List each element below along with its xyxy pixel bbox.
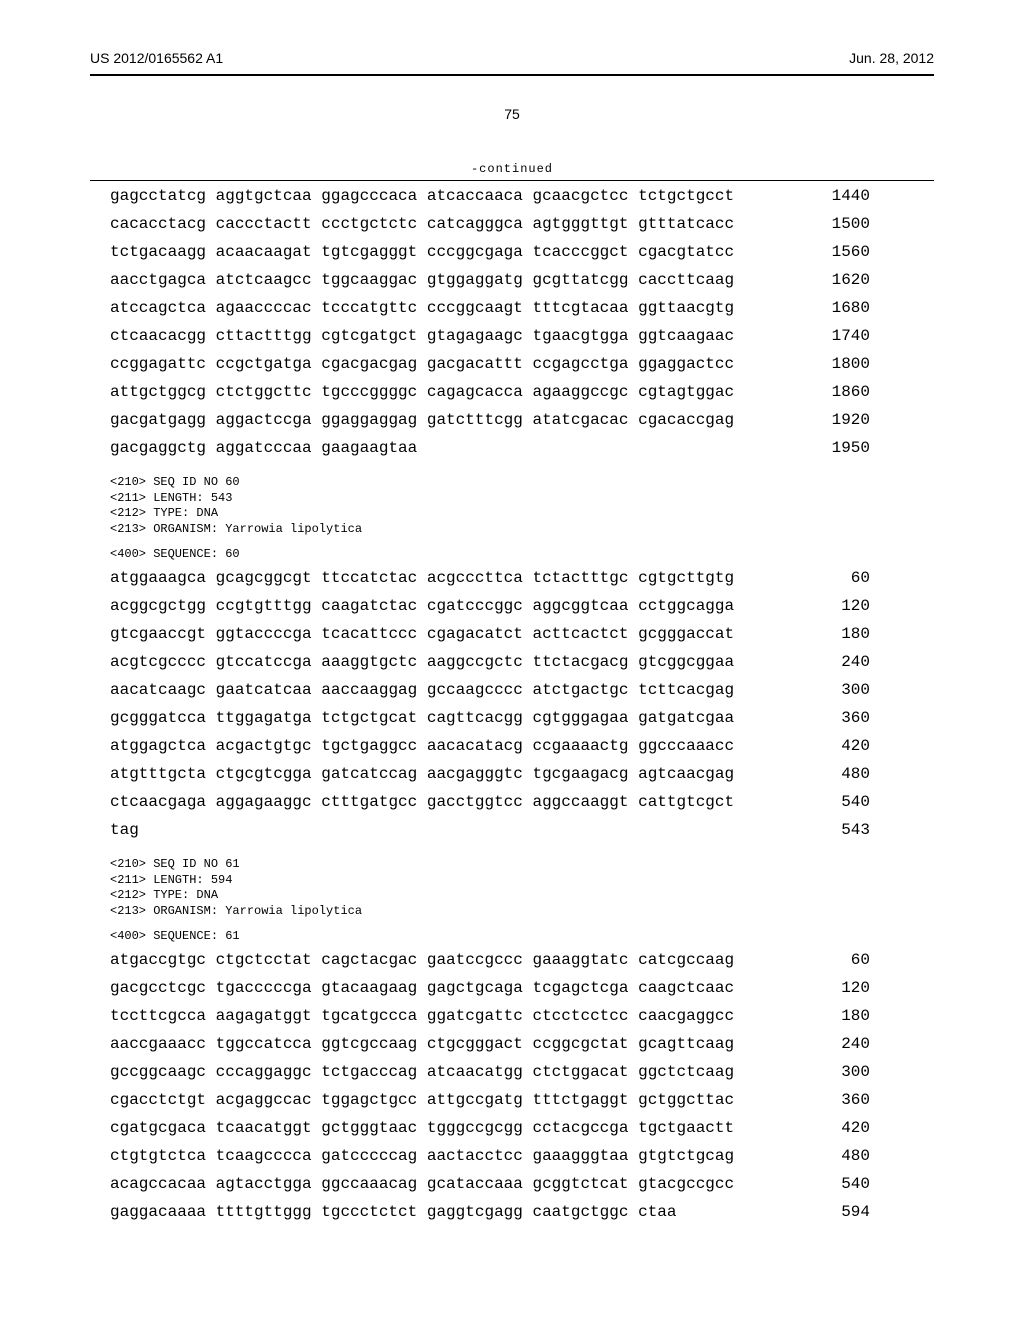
seq-line: ctcaacacgg cttactttgg cgtcgatgct gtagaga… bbox=[110, 327, 734, 345]
seq-pos: 240 bbox=[820, 1035, 870, 1053]
seq61-meta: <210> SEQ ID NO 61 <211> LENGTH: 594 <21… bbox=[110, 857, 934, 919]
page-number: 75 bbox=[90, 106, 934, 122]
seq61-id: <210> SEQ ID NO 61 bbox=[110, 857, 934, 873]
seq61-type: <212> TYPE: DNA bbox=[110, 888, 934, 904]
seq-line: gacgaggctg aggatcccaa gaagaagtaa bbox=[110, 439, 417, 457]
patent-pub-number: US 2012/0165562 A1 bbox=[90, 50, 223, 66]
seq-line: acgtcgcccc gtccatccga aaaggtgctc aaggccg… bbox=[110, 653, 734, 671]
seq-pos: 1920 bbox=[820, 411, 870, 429]
seq-pos: 180 bbox=[820, 625, 870, 643]
seq60-meta: <210> SEQ ID NO 60 <211> LENGTH: 543 <21… bbox=[110, 475, 934, 537]
seq60-organism: <213> ORGANISM: Yarrowia lipolytica bbox=[110, 522, 934, 538]
seq61-length: <211> LENGTH: 594 bbox=[110, 873, 934, 889]
seq-line: cacacctacg caccctactt ccctgctctc catcagg… bbox=[110, 215, 734, 233]
seq-line: ccggagattc ccgctgatga cgacgacgag gacgaca… bbox=[110, 355, 734, 373]
seq61-organism: <213> ORGANISM: Yarrowia lipolytica bbox=[110, 904, 934, 920]
seq-line: cgacctctgt acgaggccac tggagctgcc attgccg… bbox=[110, 1091, 734, 1109]
seq-pos: 480 bbox=[820, 1147, 870, 1165]
seq-line: cgatgcgaca tcaacatggt gctgggtaac tgggccg… bbox=[110, 1119, 734, 1137]
seq-pos: 420 bbox=[820, 1119, 870, 1137]
seq-pos: 1500 bbox=[820, 215, 870, 233]
seq-line: acggcgctgg ccgtgtttgg caagatctac cgatccc… bbox=[110, 597, 734, 615]
seq-line: attgctggcg ctctggcttc tgcccggggc cagagca… bbox=[110, 383, 734, 401]
patent-pub-date: Jun. 28, 2012 bbox=[849, 50, 934, 66]
seq-line: acagccacaa agtacctgga ggccaaacag gcatacc… bbox=[110, 1175, 734, 1193]
seq-top-rule bbox=[90, 180, 934, 181]
seq-line: atgaccgtgc ctgctcctat cagctacgac gaatccg… bbox=[110, 951, 734, 969]
seq-line: atggagctca acgactgtgc tgctgaggcc aacacat… bbox=[110, 737, 734, 755]
seq-line: gacgatgagg aggactccga ggaggaggag gatcttt… bbox=[110, 411, 734, 429]
seq-pos: 360 bbox=[820, 709, 870, 727]
seq-pos: 540 bbox=[820, 793, 870, 811]
header-rule bbox=[90, 74, 934, 76]
seq-pos: 120 bbox=[820, 979, 870, 997]
seq-pos: 543 bbox=[820, 821, 870, 839]
seq-pos: 1950 bbox=[820, 439, 870, 457]
seq61-block: atgaccgtgc ctgctcctat cagctacgac gaatccg… bbox=[90, 951, 934, 1221]
seq-line: tctgacaagg acaacaagat tgtcgagggt cccggcg… bbox=[110, 243, 734, 261]
seq-line: gagcctatcg aggtgctcaa ggagcccaca atcacca… bbox=[110, 187, 734, 205]
seq-pos: 240 bbox=[820, 653, 870, 671]
continued-label: -continued bbox=[90, 162, 934, 176]
seq-line: tccttcgcca aagagatggt tgcatgccca ggatcga… bbox=[110, 1007, 734, 1025]
seq-line: atccagctca agaaccccac tcccatgttc cccggca… bbox=[110, 299, 734, 317]
seq-pos: 420 bbox=[820, 737, 870, 755]
seq-line: atgtttgcta ctgcgtcgga gatcatccag aacgagg… bbox=[110, 765, 734, 783]
seq-line: aaccgaaacc tggccatcca ggtcgccaag ctgcggg… bbox=[110, 1035, 734, 1053]
seq-pos: 60 bbox=[820, 569, 870, 587]
seq-pos: 360 bbox=[820, 1091, 870, 1109]
seq-line: gaggacaaaa ttttgttggg tgccctctct gaggtcg… bbox=[110, 1203, 677, 1221]
seq-pos: 540 bbox=[820, 1175, 870, 1193]
seq61-sequence-label: <400> SEQUENCE: 61 bbox=[110, 929, 934, 945]
seq-block-continuation: gagcctatcg aggtgctcaa ggagcccaca atcacca… bbox=[90, 187, 934, 457]
seq60-sequence-label: <400> SEQUENCE: 60 bbox=[110, 547, 934, 563]
seq-pos: 1680 bbox=[820, 299, 870, 317]
seq-pos: 300 bbox=[820, 681, 870, 699]
seq-pos: 1620 bbox=[820, 271, 870, 289]
seq-pos: 1740 bbox=[820, 327, 870, 345]
seq-pos: 120 bbox=[820, 597, 870, 615]
seq-pos: 1800 bbox=[820, 355, 870, 373]
seq-pos: 180 bbox=[820, 1007, 870, 1025]
seq-line: gtcgaaccgt ggtaccccga tcacattccc cgagaca… bbox=[110, 625, 734, 643]
seq-pos: 480 bbox=[820, 765, 870, 783]
seq-pos: 1560 bbox=[820, 243, 870, 261]
seq-pos: 1860 bbox=[820, 383, 870, 401]
seq60-block: atggaaagca gcagcggcgt ttccatctac acgccct… bbox=[90, 569, 934, 839]
seq-pos: 60 bbox=[820, 951, 870, 969]
seq-line: aacctgagca atctcaagcc tggcaaggac gtggagg… bbox=[110, 271, 734, 289]
seq60-id: <210> SEQ ID NO 60 bbox=[110, 475, 934, 491]
seq-line: ctgtgtctca tcaagcccca gatcccccag aactacc… bbox=[110, 1147, 734, 1165]
seq-line: atggaaagca gcagcggcgt ttccatctac acgccct… bbox=[110, 569, 734, 587]
seq-line: ctcaacgaga aggagaaggc ctttgatgcc gacctgg… bbox=[110, 793, 734, 811]
seq-pos: 300 bbox=[820, 1063, 870, 1081]
seq-line: gccggcaagc cccaggaggc tctgacccag atcaaca… bbox=[110, 1063, 734, 1081]
seq-line: gacgcctcgc tgacccccga gtacaagaag gagctgc… bbox=[110, 979, 734, 997]
seq-line: aacatcaagc gaatcatcaa aaccaaggag gccaagc… bbox=[110, 681, 734, 699]
seq60-length: <211> LENGTH: 543 bbox=[110, 491, 934, 507]
seq-line: gcgggatcca ttggagatga tctgctgcat cagttca… bbox=[110, 709, 734, 727]
seq60-type: <212> TYPE: DNA bbox=[110, 506, 934, 522]
seq-pos: 594 bbox=[820, 1203, 870, 1221]
seq-line: tag bbox=[110, 821, 139, 839]
seq-pos: 1440 bbox=[820, 187, 870, 205]
